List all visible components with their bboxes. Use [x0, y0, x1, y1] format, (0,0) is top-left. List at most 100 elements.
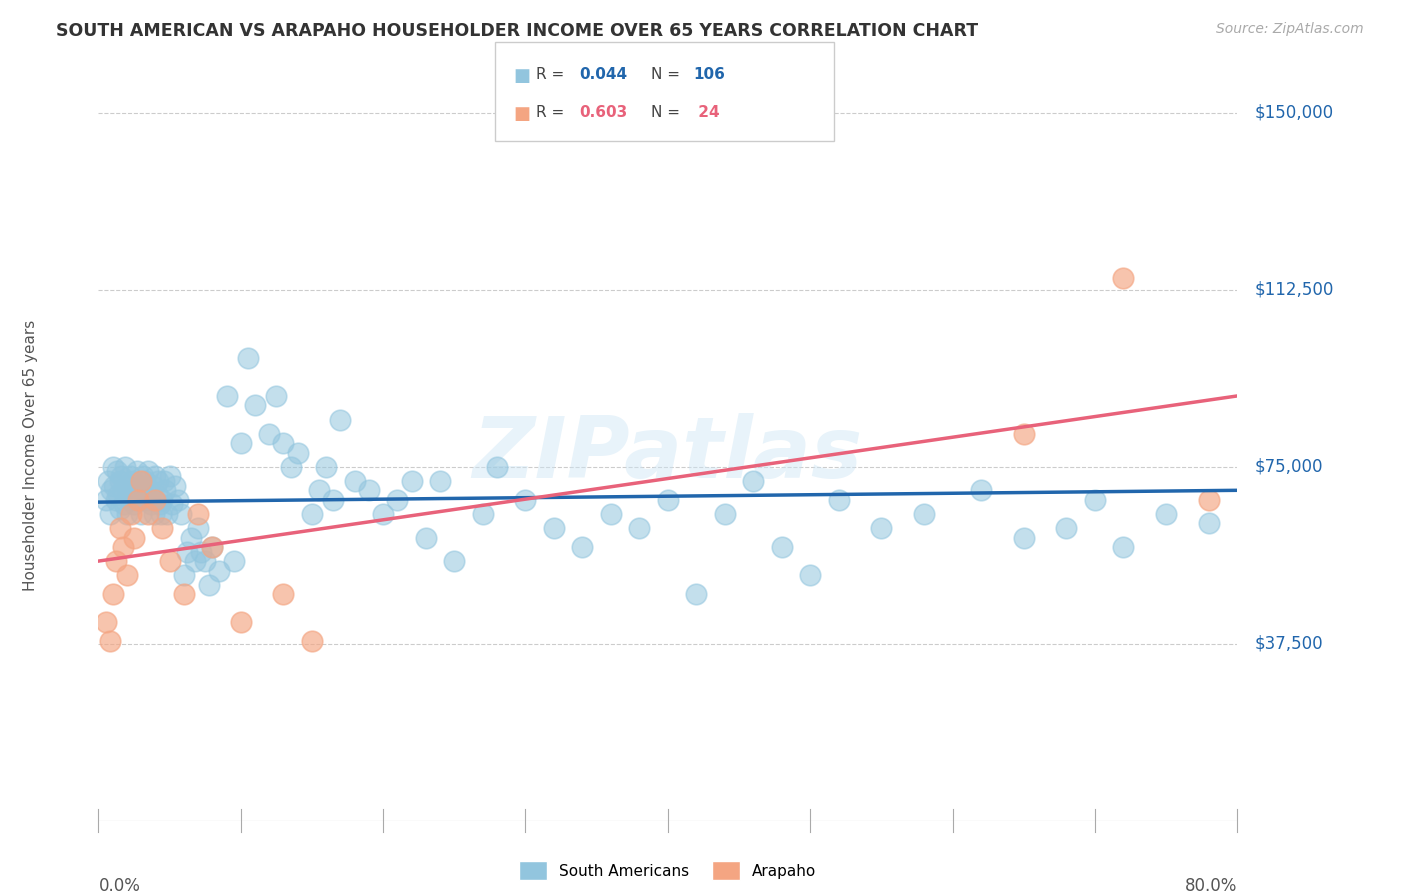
Point — [165, 478, 187, 492]
Text: 80.0%: 80.0% — [1185, 877, 1237, 892]
Point — [387, 492, 409, 507]
Point — [600, 507, 623, 521]
Point — [129, 474, 152, 488]
Point — [173, 568, 195, 582]
Point — [970, 483, 993, 498]
Point — [159, 469, 181, 483]
Point — [101, 459, 124, 474]
Point — [799, 568, 821, 582]
Point — [201, 540, 224, 554]
Point — [132, 488, 155, 502]
Point — [1112, 540, 1135, 554]
Text: $112,500: $112,500 — [1254, 281, 1334, 299]
Point — [1056, 521, 1078, 535]
Point — [167, 492, 190, 507]
Point — [173, 587, 195, 601]
Point — [150, 507, 173, 521]
Point — [139, 498, 162, 512]
Point — [828, 492, 851, 507]
Point — [97, 474, 120, 488]
Point — [329, 412, 352, 426]
Point — [543, 521, 565, 535]
Point — [112, 498, 135, 512]
Text: 0.044: 0.044 — [579, 67, 627, 82]
Point — [129, 507, 152, 521]
Point — [136, 507, 159, 521]
Point — [1012, 531, 1035, 545]
Point — [162, 498, 184, 512]
Point — [184, 554, 207, 568]
Point — [111, 483, 134, 498]
Point — [180, 531, 202, 545]
Point — [111, 540, 134, 554]
Point — [138, 483, 160, 498]
Point — [1012, 426, 1035, 441]
Point — [122, 531, 145, 545]
Point — [198, 577, 221, 591]
Point — [145, 469, 167, 483]
Point — [222, 554, 245, 568]
Point — [486, 459, 509, 474]
Point — [145, 492, 167, 507]
Point — [229, 436, 252, 450]
Point — [571, 540, 593, 554]
Point — [194, 554, 217, 568]
Point — [121, 474, 143, 488]
Point — [149, 498, 172, 512]
Point — [134, 474, 156, 488]
Point — [94, 615, 117, 630]
Point — [98, 634, 121, 648]
Point — [101, 587, 124, 601]
Point — [107, 488, 129, 502]
Point — [146, 488, 169, 502]
Point — [870, 521, 893, 535]
Point — [273, 436, 295, 450]
Point — [100, 483, 122, 498]
Point — [131, 469, 153, 483]
Point — [415, 531, 437, 545]
Point — [103, 478, 125, 492]
Point — [98, 507, 121, 521]
Point — [657, 492, 679, 507]
Text: SOUTH AMERICAN VS ARAPAHO HOUSEHOLDER INCOME OVER 65 YEARS CORRELATION CHART: SOUTH AMERICAN VS ARAPAHO HOUSEHOLDER IN… — [56, 22, 979, 40]
Point — [266, 389, 288, 403]
Point — [104, 492, 127, 507]
Point — [685, 587, 707, 601]
Point — [148, 474, 170, 488]
Point — [104, 554, 127, 568]
Point — [273, 587, 295, 601]
Point — [108, 521, 131, 535]
Point — [152, 521, 174, 535]
Point — [208, 564, 231, 578]
Legend: South Americans, Arapaho: South Americans, Arapaho — [513, 855, 823, 886]
Point — [742, 474, 765, 488]
Point — [115, 507, 138, 521]
Point — [120, 492, 142, 507]
Point — [176, 544, 198, 558]
Point — [301, 634, 323, 648]
Text: N =: N = — [651, 67, 685, 82]
Point — [343, 474, 366, 488]
Point — [108, 502, 131, 516]
Text: ZIPatlas: ZIPatlas — [472, 413, 863, 497]
Point — [110, 469, 132, 483]
Point — [443, 554, 465, 568]
Point — [770, 540, 793, 554]
Text: 106: 106 — [693, 67, 725, 82]
Point — [159, 554, 181, 568]
Point — [243, 398, 266, 412]
Point — [117, 488, 139, 502]
Text: $150,000: $150,000 — [1254, 103, 1333, 122]
Text: $75,000: $75,000 — [1254, 458, 1323, 475]
Point — [201, 540, 224, 554]
Point — [124, 483, 146, 498]
Point — [155, 483, 177, 498]
Point — [429, 474, 451, 488]
Point — [170, 507, 193, 521]
Point — [122, 498, 145, 512]
Point — [714, 507, 737, 521]
Point — [114, 459, 136, 474]
Point — [215, 389, 238, 403]
Point — [115, 478, 138, 492]
Point — [94, 492, 117, 507]
